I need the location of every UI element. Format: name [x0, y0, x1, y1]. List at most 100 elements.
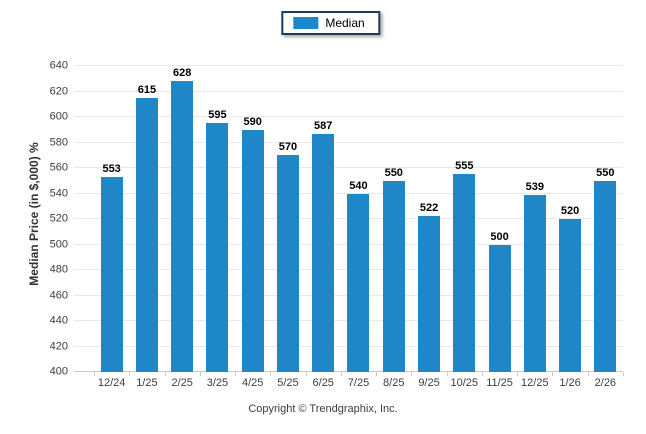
- bar-1/25: 615: [135, 84, 158, 372]
- x-tick-mark: [164, 372, 166, 376]
- median-series-swatch: [293, 17, 319, 29]
- median-series-label: Median: [325, 16, 365, 30]
- y-tick-label: 520: [49, 212, 68, 225]
- bars-layer: 553 615 628 595 590 570 587 540 550 522 555 500 539 5…: [94, 66, 623, 372]
- x-tick-label: 7/25: [347, 377, 370, 389]
- x-tick-label: 5/25: [277, 377, 299, 389]
- bar-slot: 500: [482, 66, 517, 372]
- x-tick-label: 8/25: [383, 377, 405, 389]
- x-tick-mark: [411, 372, 413, 376]
- x-tick-mark: [446, 372, 448, 376]
- bar-value-label: 615: [137, 83, 157, 96]
- y-tick-label: 420: [49, 340, 68, 352]
- x-tick-label: 12/24: [97, 377, 126, 389]
- y-tick-label: 400: [49, 365, 68, 378]
- x-tick-label: 10/25: [450, 377, 479, 389]
- copyright-text: Copyright © Trendgraphix, Inc.: [248, 403, 398, 415]
- x-tick-mark: [552, 372, 554, 376]
- y-tick-label: 540: [49, 187, 68, 199]
- bar-5/25: 570: [276, 141, 299, 372]
- y-tick-label: 440: [49, 314, 68, 327]
- bar-value-label: 590: [243, 115, 262, 128]
- bar-slot: 590: [235, 66, 270, 372]
- y-axis-labels: 400 420 440 460 480 500 520 540 560 580 600 620 640: [29, 60, 71, 377]
- bar-slot: 550: [376, 66, 411, 372]
- bar-slot: 587: [306, 66, 341, 372]
- x-tick-label: 2/25: [171, 377, 193, 389]
- bar-slot: 615: [129, 66, 164, 372]
- bar-slot: 539: [517, 66, 552, 372]
- gridline: [74, 167, 623, 168]
- bar-value-label: 628: [172, 67, 192, 80]
- x-tick-label: 6/25: [312, 377, 334, 389]
- plot-area: 553 615 628 595 590 570 587 540 550 522 555 500 539 5…: [74, 65, 624, 376]
- x-tick-label: 12/25: [521, 377, 549, 389]
- x-tick-mark: [94, 372, 95, 376]
- x-tick-mark: [129, 372, 131, 376]
- bar-slot: 628: [165, 66, 200, 372]
- bar-4/25: 590: [241, 116, 264, 372]
- x-tick-mark: [481, 372, 483, 376]
- y-tick-label: 640: [49, 59, 68, 72]
- bar-value-label: 500: [490, 230, 509, 243]
- bar-value-label: 550: [596, 166, 615, 179]
- x-tick-mark: [623, 372, 624, 376]
- y-tick-label: 560: [49, 161, 68, 174]
- y-tick-label: 580: [49, 136, 68, 148]
- x-axis-labels: 12/24 1/25 2/25 3/25 4/25 5/25 6/25 7/25 8/25 9/2…: [94, 377, 623, 389]
- bar-value-label: 550: [384, 166, 403, 179]
- y-tick-label: 600: [49, 110, 68, 123]
- bar-value-label: 539: [525, 180, 544, 193]
- bar-value-label: 553: [102, 162, 121, 175]
- bar-9/25: 522: [418, 202, 441, 372]
- bar-slot: 570: [270, 66, 305, 372]
- bar-slot: 540: [341, 66, 376, 372]
- bar-value-label: 595: [208, 109, 227, 122]
- bar-12/25: 539: [523, 181, 546, 372]
- bar-value-label: 522: [419, 202, 439, 215]
- x-tick-mark: [305, 372, 307, 376]
- y-tick-label: 460: [49, 289, 68, 301]
- gridline: [74, 116, 623, 117]
- gridline: [74, 141, 623, 143]
- bar-2/26: 550: [594, 167, 617, 372]
- gridline: [74, 90, 623, 92]
- x-tick-mark: [587, 372, 589, 376]
- bar-2/25: 628: [171, 67, 194, 372]
- bar-value-label: 540: [349, 179, 368, 192]
- x-tick-label: 1/26: [559, 377, 581, 389]
- bar-1/26: 520: [559, 205, 582, 372]
- x-tick-mark: [199, 372, 201, 376]
- x-tick-mark: [270, 372, 272, 376]
- bar-value-label: 555: [455, 160, 474, 173]
- bar-value-label: 520: [560, 205, 580, 217]
- x-tick-mark: [235, 372, 237, 376]
- bar-value-label: 570: [278, 141, 298, 154]
- bar-12/24: 553: [100, 163, 123, 372]
- x-tick-mark: [517, 372, 519, 376]
- bar-slot: 520: [552, 66, 587, 372]
- x-tick-label: 11/25: [486, 377, 513, 389]
- bar-slot: 522: [411, 66, 446, 372]
- x-tick-mark: [376, 372, 378, 376]
- x-tick-label: 2/26: [594, 377, 617, 389]
- x-tick-label: 9/25: [418, 377, 440, 389]
- x-tick-mark: [340, 372, 342, 376]
- gridline: [74, 192, 623, 194]
- y-tick-label: 480: [49, 263, 68, 276]
- x-tick-marks-layer: [94, 372, 624, 376]
- bar-8/25: 550: [382, 167, 405, 372]
- gridline: [74, 65, 623, 66]
- chart-legend: Median: [281, 11, 381, 35]
- bar-6/25: 587: [312, 120, 335, 372]
- bar-10/25: 555: [453, 160, 476, 372]
- bar-slot: 595: [200, 66, 235, 372]
- x-tick-label: 3/25: [206, 377, 229, 389]
- bar-slot: 550: [588, 66, 623, 372]
- bar-11/25: 500: [488, 231, 511, 372]
- bar-7/25: 540: [347, 180, 370, 372]
- y-tick-label: 620: [49, 85, 68, 97]
- x-tick-label: 1/25: [136, 377, 158, 389]
- bar-3/25: 595: [206, 109, 229, 372]
